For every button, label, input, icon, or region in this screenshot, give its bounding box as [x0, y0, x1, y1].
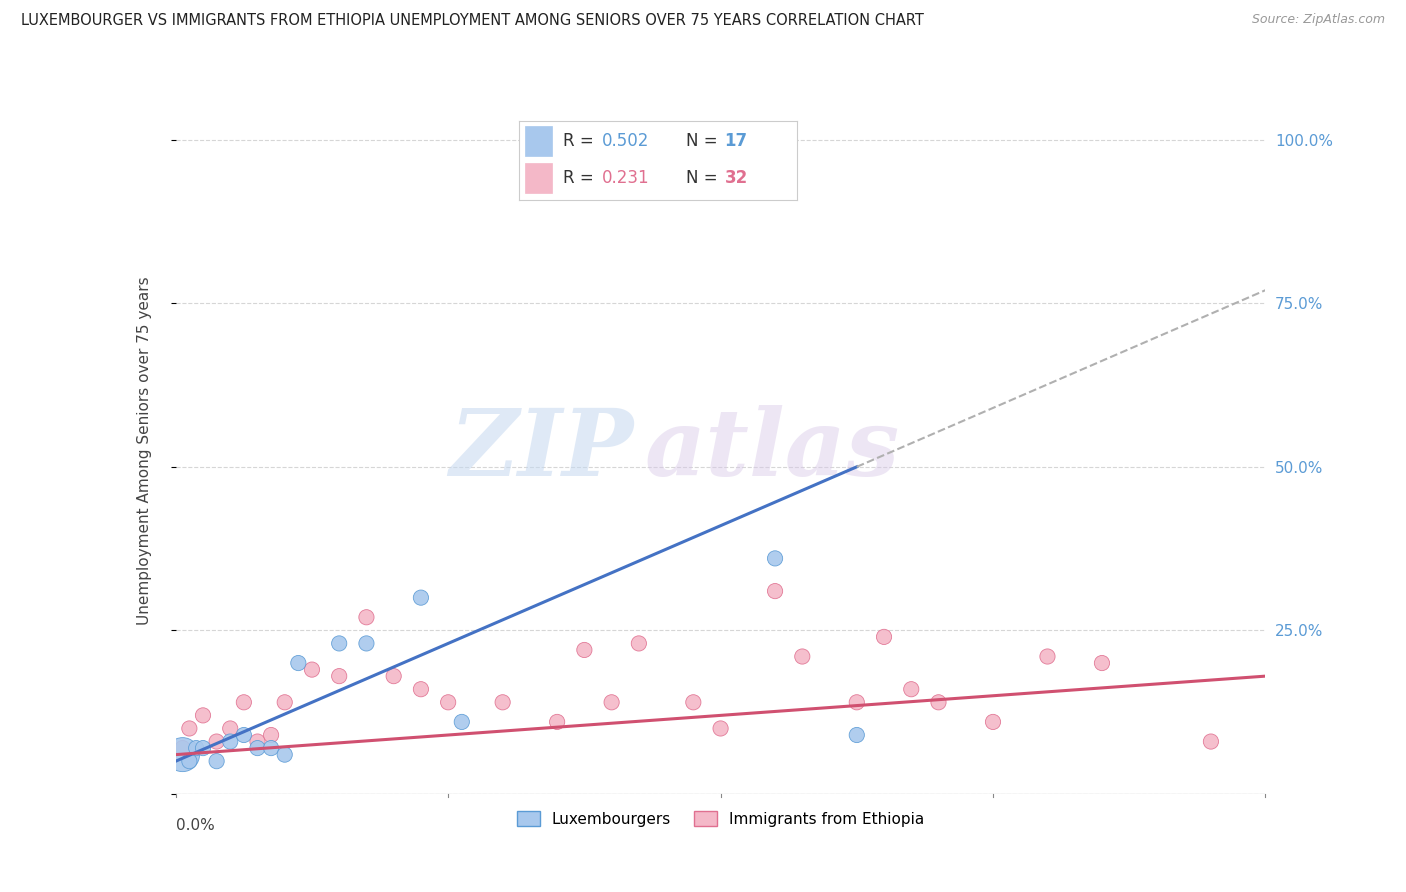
- Point: [382, 669, 405, 683]
- Point: [409, 591, 432, 605]
- Point: [845, 728, 868, 742]
- Point: [328, 669, 350, 683]
- Point: [600, 695, 623, 709]
- Point: [179, 722, 201, 736]
- Text: ZIP: ZIP: [449, 406, 633, 495]
- Point: [981, 714, 1004, 729]
- Point: [232, 728, 254, 742]
- Point: [246, 734, 269, 748]
- Point: [274, 695, 297, 709]
- Point: [763, 551, 786, 566]
- Point: [205, 754, 228, 768]
- Point: [873, 630, 896, 644]
- Text: Source: ZipAtlas.com: Source: ZipAtlas.com: [1251, 13, 1385, 27]
- Text: 0.0%: 0.0%: [176, 818, 215, 833]
- Point: [219, 722, 242, 736]
- Text: LUXEMBOURGER VS IMMIGRANTS FROM ETHIOPIA UNEMPLOYMENT AMONG SENIORS OVER 75 YEAR: LUXEMBOURGER VS IMMIGRANTS FROM ETHIOPIA…: [21, 13, 924, 29]
- Point: [409, 682, 432, 697]
- Point: [450, 714, 472, 729]
- Point: [845, 695, 868, 709]
- Point: [928, 695, 950, 709]
- Point: [1199, 734, 1222, 748]
- Text: atlas: atlas: [644, 406, 900, 495]
- Point: [274, 747, 297, 762]
- Point: [232, 695, 254, 709]
- Y-axis label: Unemployment Among Seniors over 75 years: Unemployment Among Seniors over 75 years: [138, 277, 152, 624]
- Point: [287, 656, 309, 670]
- Point: [356, 636, 378, 650]
- Point: [246, 741, 269, 756]
- Point: [763, 584, 786, 599]
- Point: [179, 754, 201, 768]
- Point: [710, 722, 733, 736]
- Point: [546, 714, 568, 729]
- Point: [792, 649, 814, 664]
- Point: [301, 663, 323, 677]
- Point: [172, 741, 194, 756]
- Point: [328, 636, 350, 650]
- Point: [205, 734, 228, 748]
- Point: [1091, 656, 1114, 670]
- Point: [492, 695, 515, 709]
- Point: [186, 741, 208, 756]
- Point: [191, 708, 214, 723]
- Point: [437, 695, 460, 709]
- Point: [682, 695, 704, 709]
- Point: [260, 741, 283, 756]
- Point: [260, 728, 283, 742]
- Point: [356, 610, 378, 624]
- Point: [219, 734, 242, 748]
- Point: [900, 682, 922, 697]
- Point: [191, 741, 214, 756]
- Point: [627, 636, 650, 650]
- Point: [1036, 649, 1059, 664]
- Point: [172, 747, 194, 762]
- Point: [574, 643, 596, 657]
- Legend: Luxembourgers, Immigrants from Ethiopia: Luxembourgers, Immigrants from Ethiopia: [509, 803, 932, 834]
